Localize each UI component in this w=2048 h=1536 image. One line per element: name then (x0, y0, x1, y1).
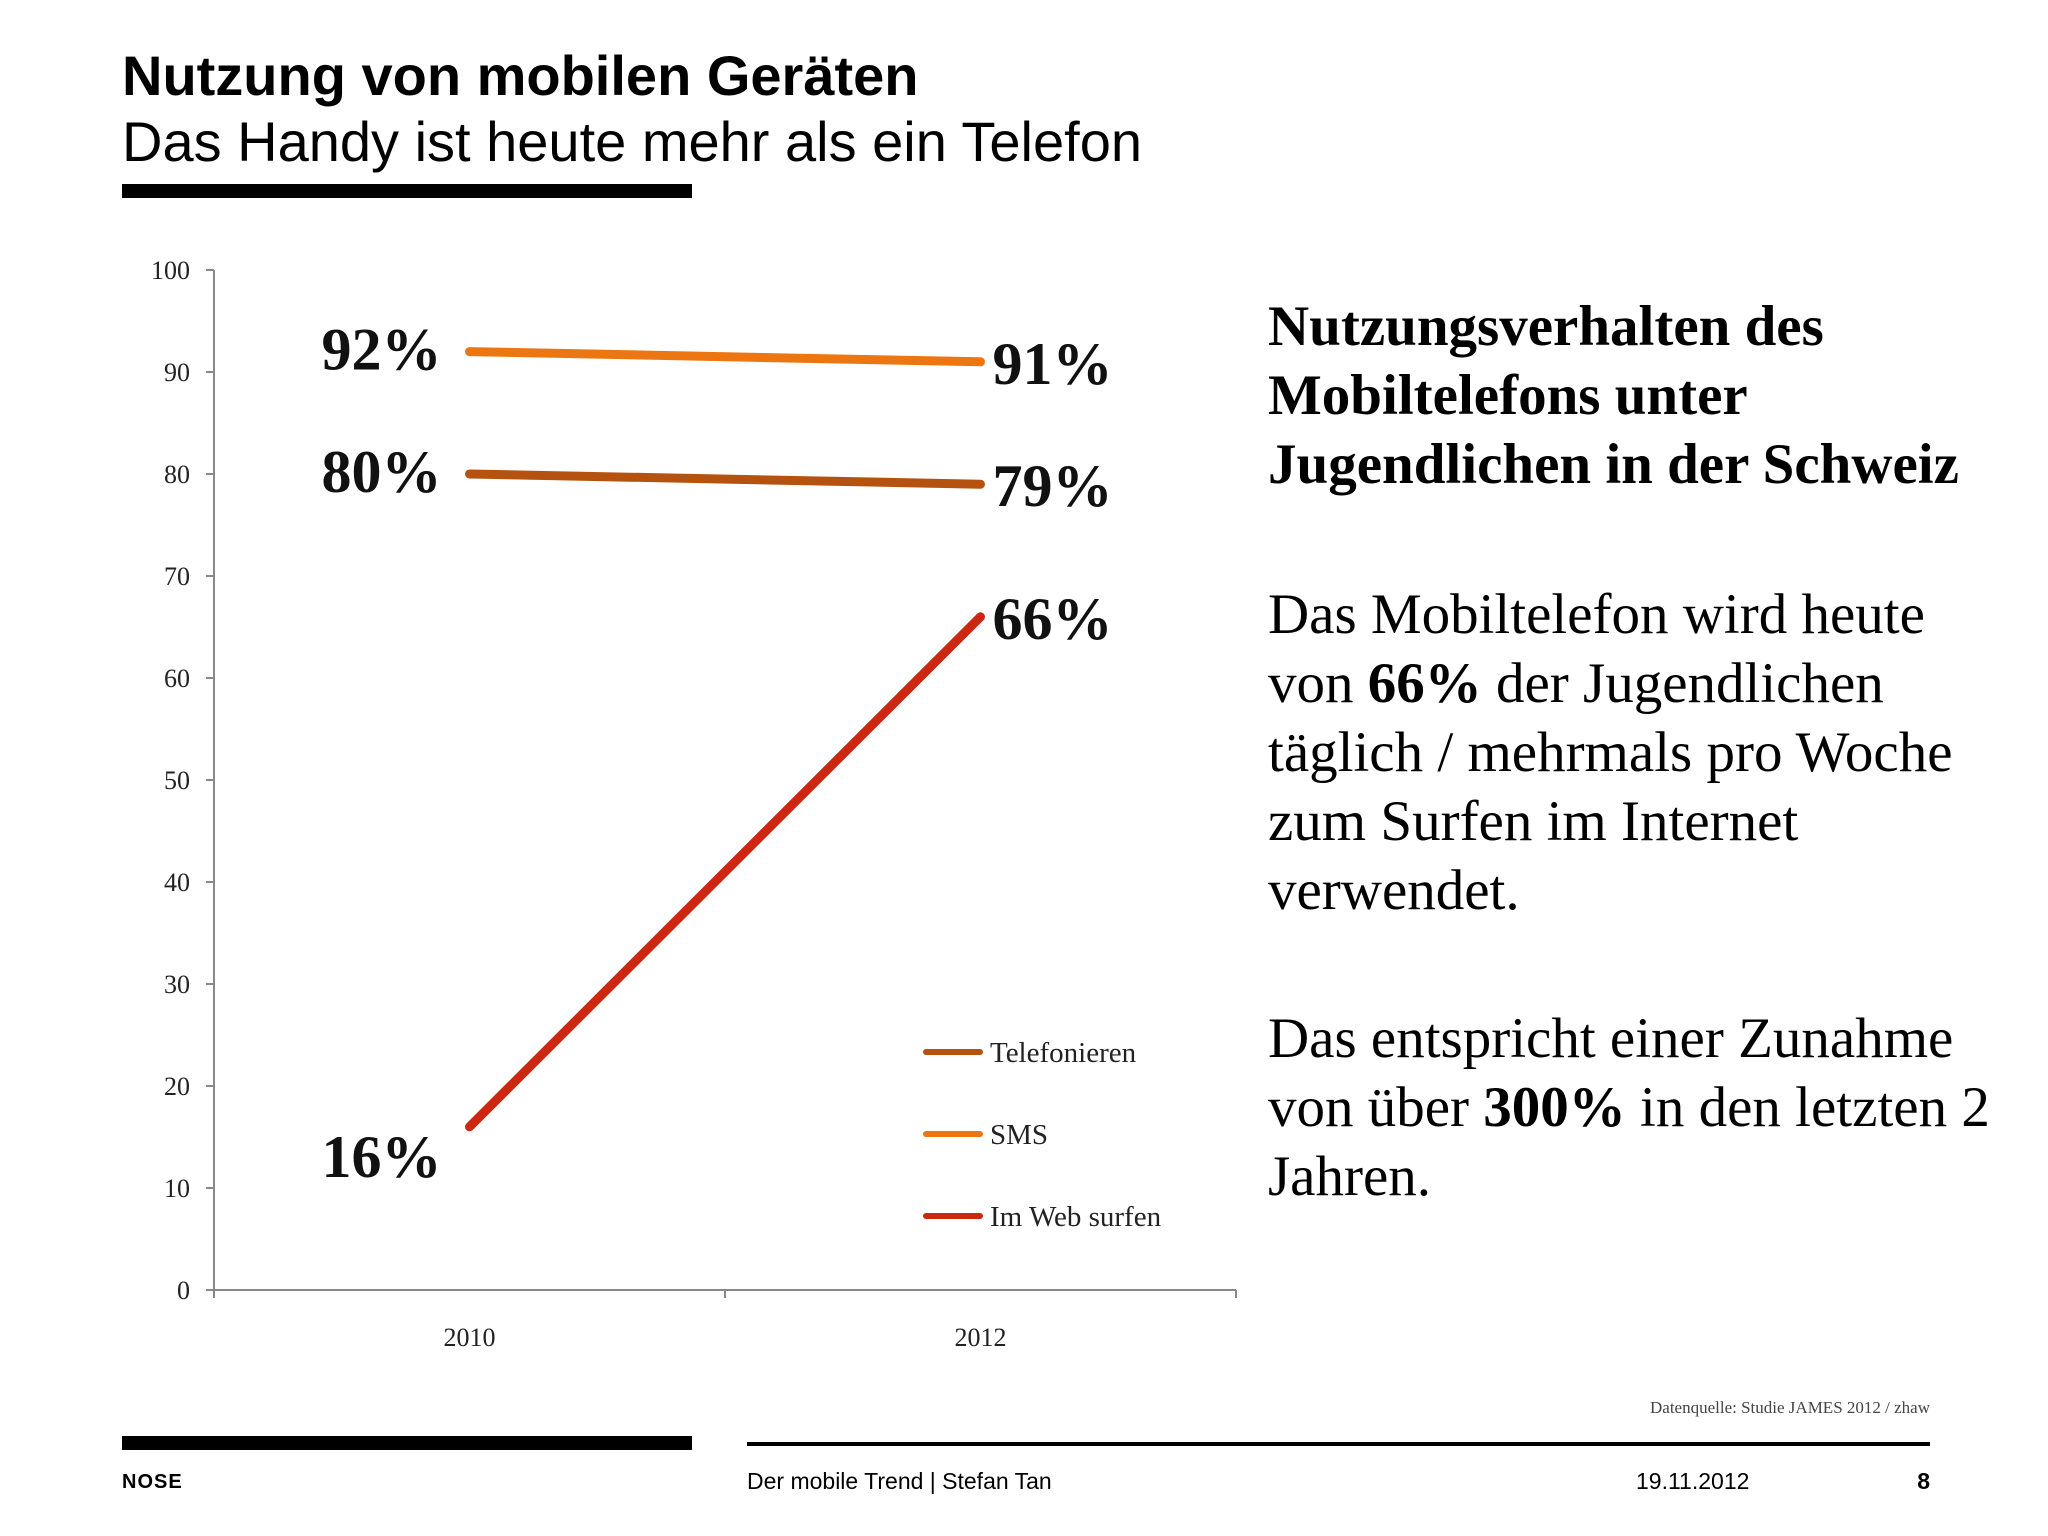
y-tick-label: 90 (164, 358, 190, 387)
y-tick-label: 70 (164, 562, 190, 591)
side-paragraph-usage: Das Mobiltelefon wird heute von 66% der … (1268, 580, 2008, 925)
p2-text-end: in den letzten 2 Jahren. (1268, 1076, 1990, 1208)
p1-text-start: Das Mobiltelefon wird heute von (1268, 583, 1925, 715)
y-tick-label: 40 (164, 868, 190, 897)
data-source: Datenquelle: Studie JAMES 2012 / zhaw (1650, 1398, 1930, 1417)
legend-label: SMS (990, 1119, 1048, 1151)
p2-highlight: 300% (1483, 1076, 1626, 1139)
data-label: 66% (993, 586, 1113, 652)
series-line-1 (465, 347, 985, 367)
series-line-0 (465, 469, 985, 489)
data-label: 79% (993, 453, 1113, 519)
y-tick-label: 60 (164, 664, 190, 693)
footer-rule-left (122, 1436, 692, 1450)
title-underline (122, 184, 692, 198)
footer-rule-right (747, 1442, 1930, 1446)
y-tick-label: 0 (177, 1276, 190, 1305)
data-label: 80% (322, 439, 442, 505)
p2-text-start: Das entspricht einer Zunahme von über (1268, 1007, 1954, 1139)
footer-event: Der mobile Trend | Stefan Tan (747, 1468, 1052, 1494)
y-tick-label: 100 (151, 256, 190, 285)
footer-brand: NOSE (122, 1471, 183, 1493)
y-tick-label: 80 (164, 460, 190, 489)
p1-highlight: 66% (1367, 652, 1482, 715)
y-tick-label: 50 (164, 766, 190, 795)
x-tick-label: 2012 (955, 1323, 1007, 1352)
legend-label: Im Web surfen (990, 1201, 1162, 1233)
page-number: 8 (1917, 1468, 1930, 1494)
y-tick-label: 10 (164, 1174, 190, 1203)
p1-text-end: der Jugendlichen täglich / mehrmals pro … (1268, 652, 1953, 922)
x-tick-label: 2010 (444, 1323, 496, 1352)
slide-subtitle: Das Handy ist heute mehr als ein Telefon (122, 110, 1142, 173)
footer-date: 19.11.2012 (1636, 1468, 1750, 1494)
data-label: 16% (322, 1124, 442, 1190)
data-label: 91% (993, 331, 1113, 397)
data-label: 92% (322, 317, 442, 383)
legend-label: Telefonieren (990, 1037, 1137, 1069)
y-tick-label: 20 (164, 1072, 190, 1101)
y-tick-label: 30 (164, 970, 190, 999)
side-heading: Nutzungsverhalten des Mobiltelefons unte… (1268, 295, 1959, 496)
series-line-2 (465, 612, 985, 1132)
slide-title: Nutzung von mobilen Geräten (122, 44, 919, 107)
side-paragraph-growth: Das entspricht einer Zunahme von über 30… (1268, 1004, 2008, 1211)
